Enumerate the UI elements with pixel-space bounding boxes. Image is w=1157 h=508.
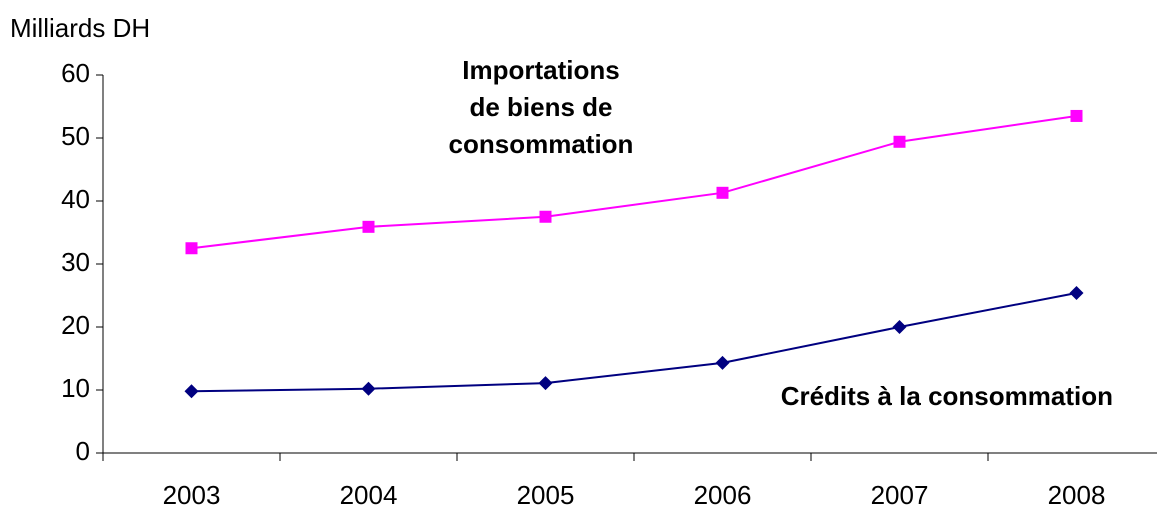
marker: [184, 384, 199, 399]
marker: [539, 210, 552, 223]
marker: [538, 376, 553, 391]
y-tick-label: 50: [61, 121, 90, 151]
x-tick-label: 2004: [340, 480, 398, 508]
y-tick-label: 40: [61, 184, 90, 214]
marker: [1069, 285, 1084, 300]
marker: [362, 220, 375, 233]
x-tick-label: 2008: [1048, 480, 1106, 508]
marker: [715, 355, 730, 370]
x-tick-label: 2005: [517, 480, 575, 508]
y-tick-label: 30: [61, 247, 90, 277]
y-tick-label: 10: [61, 373, 90, 403]
series-line: [191, 114, 1077, 250]
marker: [1070, 109, 1083, 122]
y-tick-label: 0: [76, 436, 90, 466]
marker: [892, 320, 907, 334]
series-label: Crédits à la consommation: [781, 381, 1113, 411]
y-axis-label: Milliards DH: [10, 13, 150, 43]
y-tick-label: 60: [61, 58, 90, 88]
x-tick-label: 2003: [163, 480, 221, 508]
y-tick-label: 20: [61, 310, 90, 340]
series-line: [191, 291, 1077, 393]
marker: [716, 186, 729, 199]
series-label: Importations de biens de consommation: [449, 55, 634, 159]
marker: [185, 242, 198, 255]
x-tick-label: 2006: [694, 480, 752, 508]
marker: [893, 135, 906, 148]
x-tick-label: 2007: [871, 480, 929, 508]
marker: [361, 381, 376, 396]
